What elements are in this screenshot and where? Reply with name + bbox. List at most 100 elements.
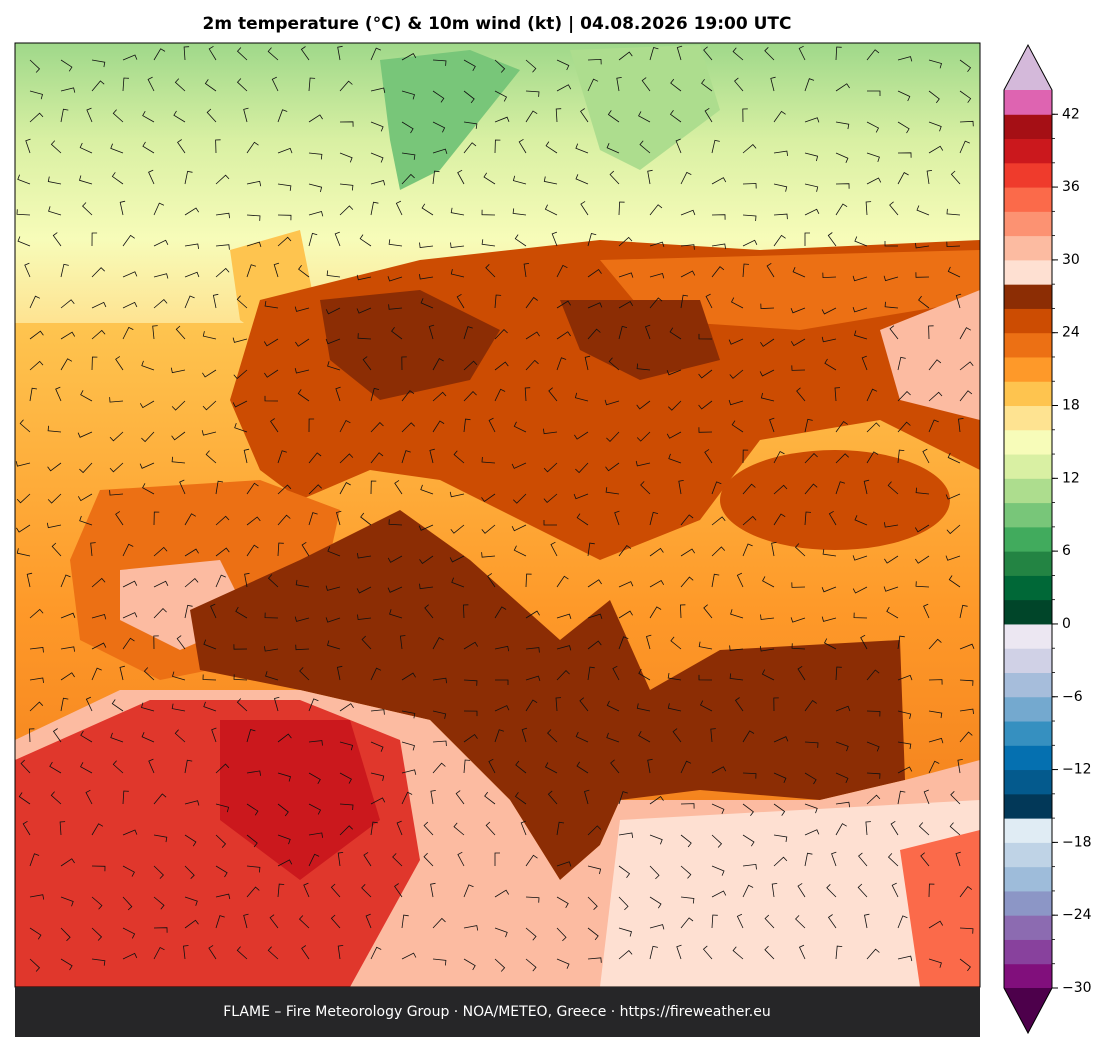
wind-barb [29,647,44,653]
wind-barb [387,276,403,282]
wind-barb [122,77,129,92]
wind-barb [914,524,930,533]
wind-barb [274,696,280,712]
wind-barb [401,121,414,134]
wind-barb [80,762,93,774]
wind-barb [359,234,372,247]
wind-barb [335,386,341,402]
wind-barb [866,152,880,163]
wind-barb [525,854,538,867]
wind-barb [60,331,76,340]
wind-barb [481,209,496,216]
wind-barb [246,544,259,557]
wind-barb [360,512,372,526]
wind-barb [174,729,186,743]
wind-barb [760,338,775,347]
wind-barb [551,231,558,247]
wind-barb [742,108,748,123]
wind-barb [308,484,322,495]
wind-barb [387,555,403,563]
wind-barb [760,392,775,402]
wind-barb [618,610,633,619]
wind-barb [421,203,434,216]
wind-barb [638,111,651,123]
wind-barb [587,825,602,836]
colorbar-segment [1004,672,1052,698]
wind-barb [50,140,62,154]
wind-barb [511,524,527,532]
wind-barb [640,481,651,495]
wind-barb [147,76,155,92]
wind-barb [928,737,944,744]
wind-barb [153,896,165,910]
wind-barb [277,214,292,221]
wind-barb [18,792,31,805]
wind-barb [401,672,416,681]
wind-barb [928,145,944,154]
wind-barb [277,147,293,154]
wind-barb [122,896,133,911]
colorbar-tick-label: 24 [1062,325,1080,341]
wind-barb [635,460,651,467]
wind-barb [483,172,496,185]
wind-barb [711,573,720,588]
wind-barb [457,851,465,867]
wind-barb [649,924,665,930]
wind-barb [928,59,942,69]
wind-barb [704,107,713,123]
wind-barb [711,516,726,526]
wind-barb [29,330,44,340]
wind-barb [575,143,589,154]
wind-barb [202,674,217,681]
wind-barb [514,234,527,247]
wind-barb [60,358,73,371]
wind-barb [947,452,961,464]
wind-barb [556,958,570,969]
wind-barb [835,121,850,130]
wind-barb [587,865,602,875]
wind-barb [579,697,589,712]
wind-barb [854,236,868,247]
wind-barb [215,515,230,526]
wind-barb [771,883,778,898]
wind-barb [618,927,632,937]
wind-barb [638,668,651,681]
wind-barb [308,512,318,526]
wind-barb [246,770,261,776]
wind-barb [835,481,846,495]
wind-barb [607,110,620,123]
wind-barb [122,326,134,340]
wind-barb [308,698,319,712]
wind-barb [897,121,910,134]
wind-barb [584,789,590,805]
wind-barb [423,852,434,867]
wind-barb [450,269,465,278]
colorbar-segment [1004,526,1052,552]
wind-barb [948,575,961,588]
wind-barb [215,244,230,250]
wind-barb [339,741,354,751]
wind-barb [670,636,682,650]
wind-barb [618,545,632,557]
wind-barb [432,170,440,185]
wind-barb [556,861,572,867]
wind-barb [298,915,310,929]
wind-barb [153,48,166,61]
wind-barb [575,731,589,743]
wind-barb [587,58,602,65]
wind-barb [742,772,757,779]
wind-barb [85,789,93,805]
wind-barb [203,639,217,650]
wind-barb [60,896,74,907]
wind-barb [215,574,226,588]
wind-barb [857,883,868,898]
wind-barb [267,946,279,960]
wind-barb [55,386,62,402]
wind-barb [494,705,510,712]
wind-barb [184,865,195,879]
wind-barb [742,884,754,898]
wind-barb [243,107,249,123]
wind-barb [494,606,507,619]
wind-barb [122,271,138,278]
wind-barb [922,448,930,464]
